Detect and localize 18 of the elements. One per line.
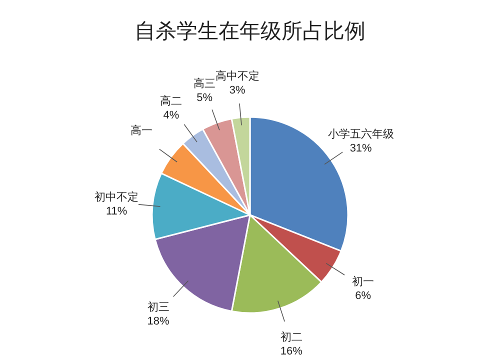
slice-label: 高二 bbox=[160, 94, 182, 108]
data-label: 31% bbox=[350, 142, 372, 155]
slice-label: 小学五六年级 bbox=[328, 128, 394, 141]
slice-label: 初三 bbox=[147, 300, 170, 314]
data-label: 18% bbox=[147, 316, 170, 328]
slice-label: 高一 bbox=[130, 124, 153, 138]
slice-label: 高三 bbox=[194, 76, 216, 90]
data-label: 11% bbox=[106, 205, 128, 218]
slice-label: 初一 bbox=[352, 274, 374, 288]
slice-label: 高中不定 bbox=[215, 70, 260, 83]
data-label: 6% bbox=[355, 290, 372, 302]
data-label: 16% bbox=[280, 345, 303, 358]
data-label: 3% bbox=[229, 84, 246, 97]
data-label: 5% bbox=[196, 92, 213, 104]
data-label: 4% bbox=[163, 110, 180, 122]
slice-label: 初二 bbox=[280, 330, 302, 344]
title: 自杀学生在年级所占比例 bbox=[134, 20, 366, 43]
slice-label: 初中不定 bbox=[94, 190, 139, 204]
